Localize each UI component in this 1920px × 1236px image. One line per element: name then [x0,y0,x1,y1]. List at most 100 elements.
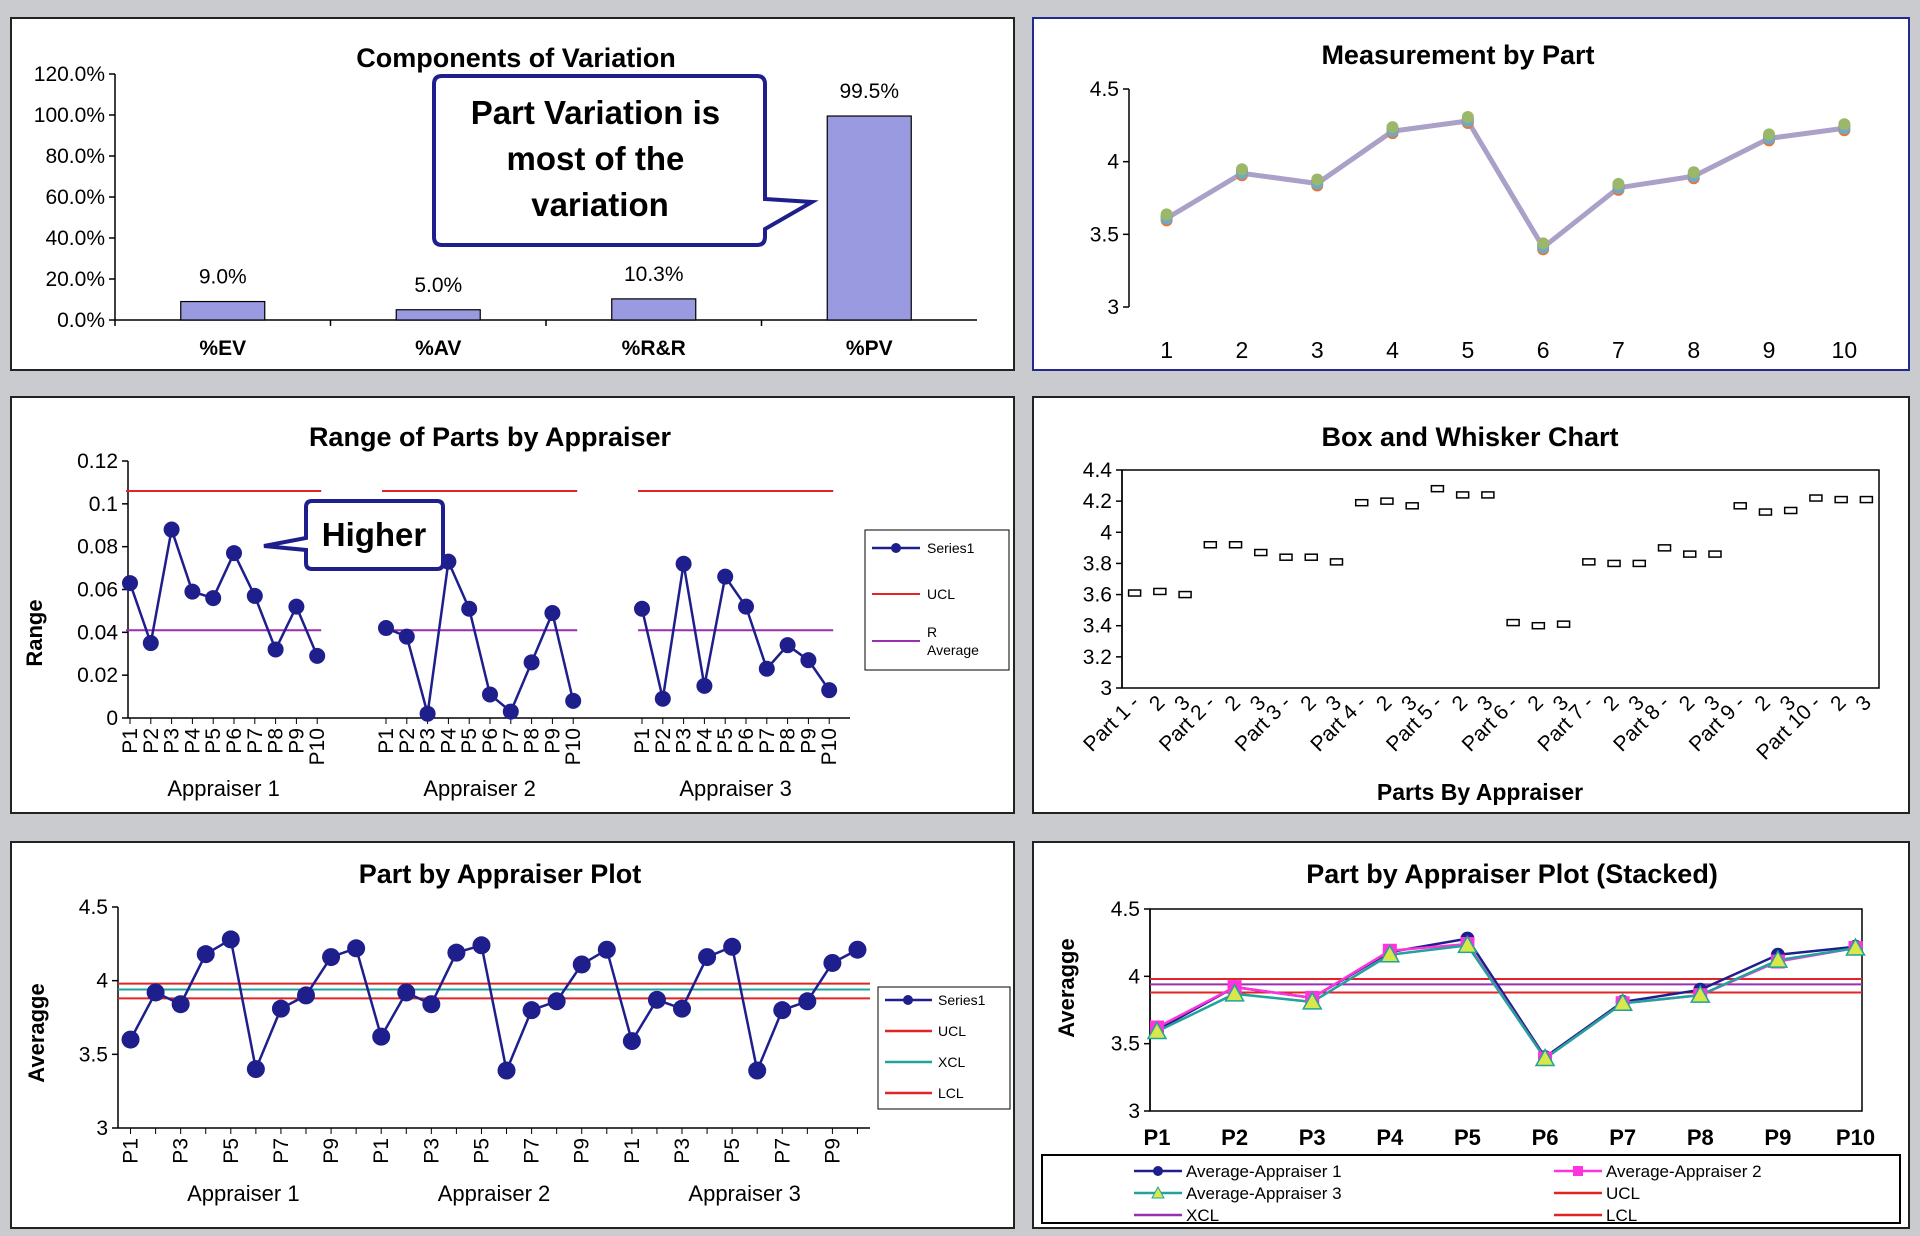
part-by-appraiser-stacked-panel[interactable]: Part by Appraiser Plot (Stacked) Averagg… [1032,841,1910,1229]
y-axis-label: Averagge [1054,938,1079,1037]
group-label: Appraiser 2 [423,776,536,801]
legend-box [877,986,1011,1110]
y-tick-label: 3 [1107,296,1119,319]
data-point [196,945,215,964]
bar [180,300,266,321]
y-tick-label: 4.5 [1090,78,1119,101]
box-mark [1455,491,1470,499]
y-tick-label: 0.08 [77,536,118,559]
data-point [1311,173,1324,186]
x-tick-label: P3 [671,1138,694,1164]
group-label: Appraiser 3 [679,776,792,801]
x-tick-label: %R&R [622,337,686,360]
data-point [654,690,671,707]
y-tick-label: 3.5 [1090,223,1119,246]
part-by-appraiser-chart: Part by Appraiser Plot Averagge 3 3.5 4 4.5… [24,859,1011,1206]
x-tick-label: P3 [1299,1125,1326,1150]
data-point [748,1061,767,1080]
x-tick-label: P6 [479,728,502,754]
x-tick-label: P4 [693,728,716,754]
box-mark [1178,590,1192,599]
x-tick-label: P9 [320,1138,343,1164]
x-tick-label: P5 [458,728,481,754]
chart-title: Measurement by Part [1321,40,1594,70]
x-tick-label: P7 [244,728,267,754]
legend-label: Series1 [938,992,986,1008]
box-mark [1380,497,1394,505]
data-point [246,587,263,604]
part-by-appraiser-panel[interactable]: Part by Appraiser Plot Averagge 3 3.5 4 4.5… [10,841,1015,1229]
data-point [1537,237,1550,250]
bar [395,309,481,321]
y-tick-label: 0.12 [77,450,118,473]
data-label: 9.0% [199,266,247,289]
x-tick-label: 10 [1832,337,1858,363]
data-point [647,990,666,1009]
box-mark [1127,589,1142,597]
box-mark [1758,508,1773,516]
measurement-by-part-panel[interactable]: Measurement by Part 3 3.5 4 4.5 1 2 3 4 5 6 7 8 9 10 [1032,17,1910,371]
data-point [673,999,691,1018]
x-tick-label: P2 [652,728,675,754]
legend-marker [1573,1166,1583,1176]
data-point [1235,163,1248,176]
legend-label: Average-Appraiser 3 [1186,1184,1342,1203]
annotation-text: Higher [322,516,427,553]
x-tick-label: P4 [1376,1125,1404,1150]
x-tick-label: P3 [420,1138,443,1164]
range-of-parts-panel[interactable]: Range of Parts by Appraiser Range 0 0.02 0… [10,396,1015,814]
x-tick-label: P9 [571,1138,594,1164]
x-tick-label: P1 [375,728,398,754]
x-tick-label: 2 [1236,337,1249,363]
y-tick-label: 4.2 [1083,490,1112,513]
data-point [547,992,566,1011]
x-tick-label: P4 [181,728,204,754]
x-tick-label: P5 [721,1138,744,1164]
legend-label: Average-Appraiser 1 [1186,1162,1342,1181]
data-point [226,545,242,562]
x-tick-label: P9 [821,1138,844,1164]
x-tick-label: P1 [119,728,142,754]
x-tick-label: 2 [1599,691,1624,716]
data-point [1386,121,1399,134]
x-tick-label: P9 [541,728,564,754]
chart-legend: Average-Appraiser 1 Average-Appraiser 2 Av… [1041,1154,1901,1225]
x-tick-label: P7 [500,728,523,754]
data-point [1160,208,1173,221]
plot-area [1149,908,1863,1112]
part-by-appraiser-stacked-chart: Part by Appraiser Plot (Stacked) Averagg… [1041,859,1901,1225]
box-mark [1556,620,1571,628]
box-mark [1153,587,1167,596]
x-tick-label: P5 [220,1138,243,1164]
data-point [522,1001,541,1020]
box-mark [1254,548,1268,557]
y-tick-label: 3.2 [1083,646,1112,669]
box-mark [1783,506,1798,515]
x-tick-label: P6 [735,728,758,754]
box-and-whisker-panel[interactable]: Box and Whisker Chart Parts By Appraiser… [1032,396,1910,814]
data-point [347,939,366,958]
x-tick-label: 2 [1296,691,1321,716]
components-of-variation-panel[interactable]: Components of Variation 0.0% 20.0% 40.0% 60… [10,17,1015,371]
series-line [129,937,859,1075]
data-point [447,943,466,962]
box-mark [1834,495,1848,504]
x-tick-label: 7 [1612,337,1625,363]
x-tick-label: P1 [370,1138,393,1164]
x-tick-label: %EV [199,337,246,360]
data-point [1838,118,1851,131]
box-mark [1632,559,1647,568]
data-point [758,660,775,677]
x-tick-label: 3 [1851,691,1876,716]
data-point [502,703,519,720]
legend-label: Series1 [927,540,975,556]
x-tick-label: 5 [1461,337,1474,363]
x-tick-label: P4 [437,728,460,754]
chart-title: Components of Variation [356,43,676,73]
box-mark [1203,540,1218,549]
x-tick-label: P7 [1609,1125,1636,1150]
x-tick-label: P9 [285,728,308,754]
bar [826,115,912,321]
x-tick-label: P10 [562,728,585,765]
data-point [246,1060,265,1079]
